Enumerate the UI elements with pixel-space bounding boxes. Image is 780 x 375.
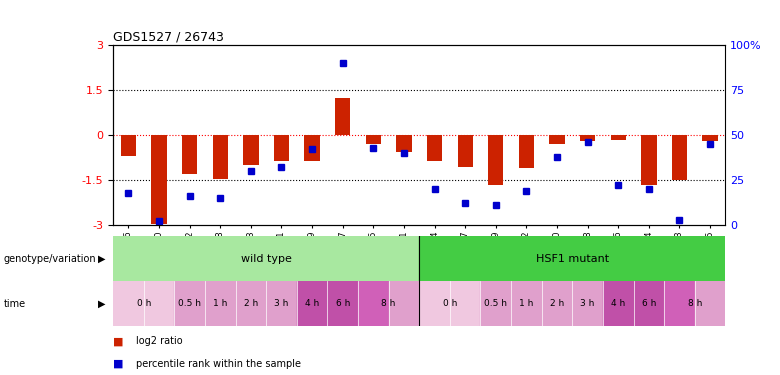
Bar <box>703 135 718 141</box>
Bar <box>113 281 144 326</box>
Bar <box>274 135 289 160</box>
Text: ■: ■ <box>113 336 123 346</box>
Bar <box>450 281 480 326</box>
Bar <box>541 281 573 326</box>
Bar <box>480 281 511 326</box>
Text: 4 h: 4 h <box>305 299 319 308</box>
Bar <box>603 281 633 326</box>
Bar <box>328 281 358 326</box>
Bar <box>243 135 258 165</box>
Bar <box>519 135 534 168</box>
Bar <box>420 281 450 326</box>
Text: 8 h: 8 h <box>381 299 395 308</box>
Bar <box>304 135 320 160</box>
Bar <box>611 135 626 140</box>
Bar <box>205 281 236 326</box>
Text: 6 h: 6 h <box>335 299 350 308</box>
Bar <box>366 135 381 144</box>
Bar <box>296 281 328 326</box>
Text: 0 h: 0 h <box>443 299 457 308</box>
Bar <box>266 281 296 326</box>
Bar <box>236 281 266 326</box>
Bar <box>420 236 725 281</box>
Text: GDS1527 / 26743: GDS1527 / 26743 <box>113 31 224 44</box>
Text: time: time <box>4 299 26 309</box>
Text: 2 h: 2 h <box>550 299 564 308</box>
Text: 3 h: 3 h <box>580 299 595 308</box>
Bar <box>580 135 595 141</box>
Bar <box>121 135 136 156</box>
Bar <box>549 135 565 144</box>
Text: log2 ratio: log2 ratio <box>136 336 183 346</box>
Text: 3 h: 3 h <box>275 299 289 308</box>
Bar <box>335 98 350 135</box>
Bar <box>695 281 725 326</box>
Bar <box>488 135 503 184</box>
Bar <box>358 281 388 326</box>
Text: 0.5 h: 0.5 h <box>178 299 201 308</box>
Text: 0 h: 0 h <box>136 299 151 308</box>
Bar <box>633 281 665 326</box>
Bar <box>175 281 205 326</box>
Text: 1 h: 1 h <box>519 299 534 308</box>
Bar <box>213 135 228 178</box>
Bar <box>151 135 167 224</box>
Text: 1 h: 1 h <box>213 299 228 308</box>
Bar <box>458 135 473 166</box>
Bar <box>396 135 412 152</box>
Bar <box>182 135 197 174</box>
Bar <box>641 135 657 184</box>
Text: HSF1 mutant: HSF1 mutant <box>536 254 609 264</box>
Text: ■: ■ <box>113 359 123 369</box>
Bar <box>144 281 175 326</box>
Text: 2 h: 2 h <box>243 299 258 308</box>
Text: 4 h: 4 h <box>611 299 626 308</box>
Bar <box>511 281 541 326</box>
Text: ▶: ▶ <box>98 299 105 309</box>
Text: ▶: ▶ <box>98 254 105 264</box>
Bar <box>113 236 420 281</box>
Bar <box>427 135 442 160</box>
Bar <box>672 135 687 180</box>
Bar <box>665 281 695 326</box>
Text: percentile rank within the sample: percentile rank within the sample <box>136 359 302 369</box>
Text: 8 h: 8 h <box>688 299 702 308</box>
Text: 6 h: 6 h <box>642 299 656 308</box>
Text: wild type: wild type <box>241 254 292 264</box>
Bar <box>388 281 420 326</box>
Bar <box>573 281 603 326</box>
Text: genotype/variation: genotype/variation <box>4 254 97 264</box>
Text: 0.5 h: 0.5 h <box>484 299 507 308</box>
